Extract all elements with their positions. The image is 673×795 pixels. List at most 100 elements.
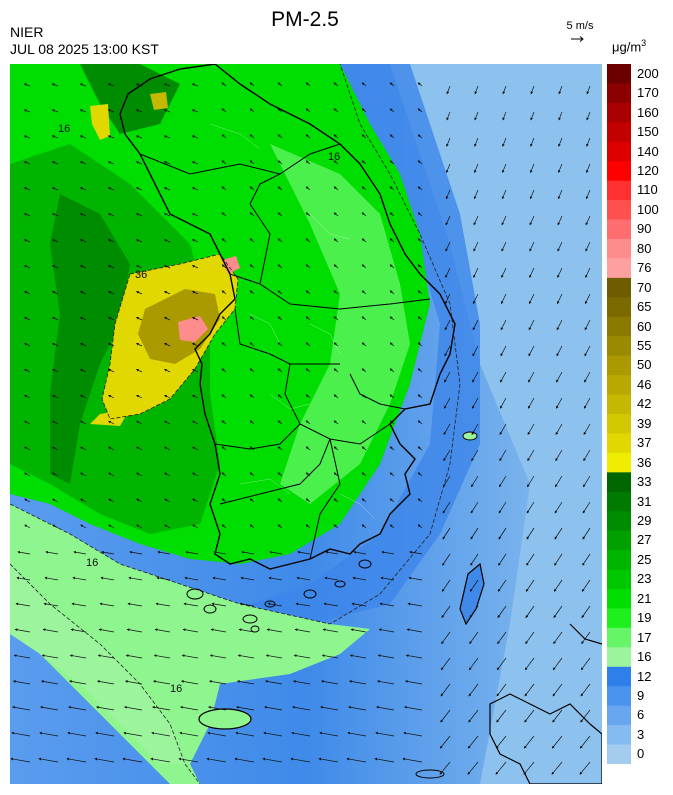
wind-arrow [333,186,339,191]
wind-arrow [580,709,591,723]
wind-arrow [221,394,227,399]
wind-arrow [180,680,199,685]
wind-arrow [417,498,423,503]
wind-arrow [185,550,199,555]
wind-arrow [333,238,339,243]
wind-arrow [440,683,451,697]
legend-label: 50 [637,357,652,373]
wind-arrow [100,576,115,581]
wind-arrow [474,137,479,147]
wind-arrow [305,316,311,321]
wind-arrow [377,654,395,659]
wind-arrow [124,705,143,711]
agency-label: NIER [10,24,44,40]
wind-arrow [181,654,199,659]
wind-arrow [51,83,59,87]
wind-arrow [351,602,367,607]
wind-arrow [585,189,591,200]
unit-label: μg/m3 [612,38,646,54]
legend-swatch [607,744,631,764]
wind-arrow [277,290,283,295]
wind-arrow [556,345,563,357]
wind-arrow [211,602,227,607]
wind-arrow [191,239,199,243]
wind-arrow [277,186,283,191]
wind-arrow [305,82,311,87]
wind-arrow [439,735,451,749]
wind-arrow [555,449,563,462]
wind-arrow [417,524,423,529]
wind-arrow [502,137,507,147]
wind-arrow [333,212,339,217]
wind-arrow [501,267,507,278]
wind-arrow [191,161,199,165]
wind-arrow [135,213,143,217]
legend-label: 37 [637,435,652,451]
wind-arrow [52,472,59,477]
wind-arrow [305,342,311,347]
wind-arrow [555,397,563,409]
wind-arrow [333,498,339,503]
legend-swatch [607,705,631,726]
wind-arrow [128,576,143,581]
wind-arrow [389,394,395,399]
legend-swatch [607,433,631,454]
wind-arrow [80,420,87,425]
wind-arrow [163,317,171,321]
wind-arrow [79,317,87,321]
wind-arrow [164,472,171,477]
wind-arrow [530,85,535,95]
contour-16-coast [10,64,461,625]
wind-arrow [249,524,255,529]
wind-arrow [107,135,115,139]
wind-arrow [471,397,479,409]
wind-arrow [558,85,563,95]
wind-arrow [192,446,199,451]
wind-arrow [528,319,535,331]
wind-arrow [498,553,507,566]
wind-arrow [179,731,199,737]
wind-arrow [445,241,451,252]
wind-arrow [404,680,423,685]
wind-arrow [553,579,563,592]
wind-arrow [473,215,479,226]
wind-arrow [192,472,199,477]
legend-swatch [607,83,631,104]
jeju-island [198,708,252,730]
wind-arrow [468,709,479,723]
wind-arrow [381,550,395,555]
unit-base: μg/m [612,39,642,55]
unit-exponent: 3 [641,38,647,48]
wind-arrow [79,368,87,373]
wind-arrow [23,265,31,269]
wind-arrow [277,160,283,165]
wind-arrow [135,368,143,373]
wind-arrow [249,238,255,243]
legend-swatch [607,122,631,143]
wind-arrow [79,187,87,191]
wind-arrow [444,345,451,357]
wind-arrow [96,680,115,685]
wind-arrow [127,602,143,607]
wind-arrow [469,631,479,645]
wind-arrow [583,423,591,436]
wind-arrow [221,212,227,217]
wind-arrow [471,449,479,462]
wind-arrow [135,161,143,165]
wind-arrow [558,137,563,147]
wind-arrow [150,757,171,763]
wind-arrow [409,550,423,555]
wind-arrow [498,527,507,540]
wind-arrow [152,680,171,685]
legend-swatch [607,511,631,532]
wind-arrow [23,368,31,373]
wind-arrow [156,576,171,581]
wind-arrow [249,316,255,321]
wind-arrow [389,160,395,165]
legend-swatch [607,375,631,396]
wind-arrow [277,82,283,87]
wind-arrow [107,317,115,321]
wind-arrow [527,397,535,409]
wind-arrow [101,550,115,555]
wind-arrow [529,189,535,200]
